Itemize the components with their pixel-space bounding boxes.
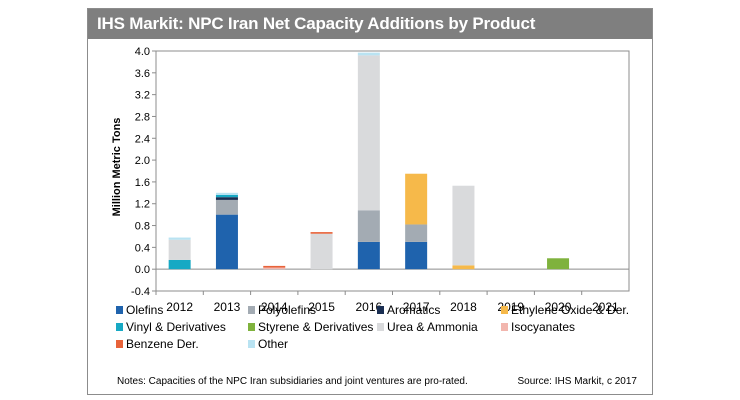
legend-label: Isocyanates: [511, 320, 575, 334]
y-tick-label: 1.2: [135, 199, 150, 211]
bar-segment: [168, 239, 191, 260]
chart-frame: IHS Markit: NPC Iran Net Capacity Additi…: [87, 8, 653, 395]
legend-label: Ethylene Oxide & Der.: [511, 303, 629, 317]
y-tick-label: -0.4: [131, 286, 150, 298]
y-tick-label: 3.6: [135, 68, 150, 80]
plot-area: -0.4 0.0 0.4 0.8 1.2 1.6 2.0 2.4 2.8 3.2 3.6 4.0 201…: [131, 46, 630, 314]
legend-swatch: [501, 306, 508, 314]
x-tick-label: 2015: [308, 300, 335, 314]
legend-swatch: [116, 340, 123, 348]
bar-segment: [405, 224, 428, 242]
legend-swatch: [248, 340, 255, 348]
legend-label: Urea & Ammonia: [387, 320, 478, 334]
bar-segment: [357, 55, 380, 211]
bar-segment: [357, 210, 380, 242]
chart-title: IHS Markit: NPC Iran Net Capacity Additi…: [88, 9, 652, 39]
legend-swatch: [116, 323, 123, 331]
x-tick-label: 2013: [214, 300, 241, 314]
bar-segment: [310, 232, 333, 234]
x-tick-label: 2016: [355, 300, 382, 314]
x-tick-label: 2014: [261, 300, 288, 314]
bar-segment: [452, 185, 475, 266]
legend-label: Olefins: [126, 303, 163, 317]
bar-segment: [357, 241, 380, 270]
y-tick-label: 0.0: [135, 264, 150, 276]
legend-swatch: [377, 306, 384, 314]
y-axis-label: Million Metric Tons: [111, 118, 123, 217]
bar-segment: [405, 173, 428, 225]
legend-label: Aromatics: [387, 303, 440, 317]
y-tick-label: 2.4: [135, 133, 150, 145]
bar-segment: [452, 265, 475, 270]
y-tick-label: 1.6: [135, 177, 150, 189]
bar-segment: [215, 197, 238, 200]
legend-label: Other: [258, 337, 288, 351]
legend-swatch: [116, 306, 123, 314]
y-tick-label: 2.0: [135, 155, 150, 167]
notes-text: Notes: Capacities of the NPC Iran subsid…: [117, 376, 468, 387]
legend-swatch: [377, 323, 384, 331]
legend: Olefins Polyolefins Aromatics Ethylene Oxid…: [116, 303, 629, 351]
y-tick-label: 3.2: [135, 90, 150, 102]
bar-segment: [215, 214, 238, 270]
bar-segment: [263, 267, 286, 270]
bar-segment: [168, 259, 191, 270]
chart-canvas: -0.4 0.0 0.4 0.8 1.2 1.6 2.0 2.4 2.8 3.2 3.6 4.0 201…: [111, 46, 638, 387]
bar-segment: [310, 233, 333, 270]
x-tick-label: 2012: [166, 300, 193, 314]
x-tick-label: 2020: [545, 300, 572, 314]
legend-label: Vinyl & Derivatives: [126, 320, 226, 334]
x-tick-label: 2017: [403, 300, 430, 314]
bar-segment: [547, 258, 570, 270]
x-tick-label: 2018: [450, 300, 477, 314]
x-tick-label: 2021: [592, 300, 619, 314]
y-tick-label: 0.4: [135, 242, 150, 254]
bar-segment: [357, 52, 380, 56]
bar-segment: [215, 199, 238, 215]
legend-swatch: [248, 323, 255, 331]
bar-segment: [405, 241, 428, 270]
legend-label: Styrene & Derivatives: [258, 320, 373, 334]
bar-segment: [263, 265, 286, 268]
source-text: Source: IHS Markit, c 2017: [518, 376, 638, 387]
bar-segment: [215, 195, 238, 198]
y-tick-label: 0.8: [135, 221, 150, 233]
bar-segment: [168, 237, 191, 240]
y-tick-label: 2.8: [135, 111, 150, 123]
legend-label: Polyolefins: [258, 303, 316, 317]
legend-swatch: [501, 323, 508, 331]
bar-segment: [215, 192, 238, 195]
legend-label: Benzene Der.: [126, 337, 199, 351]
legend-swatch: [248, 306, 255, 314]
y-tick-label: 4.0: [135, 46, 150, 58]
